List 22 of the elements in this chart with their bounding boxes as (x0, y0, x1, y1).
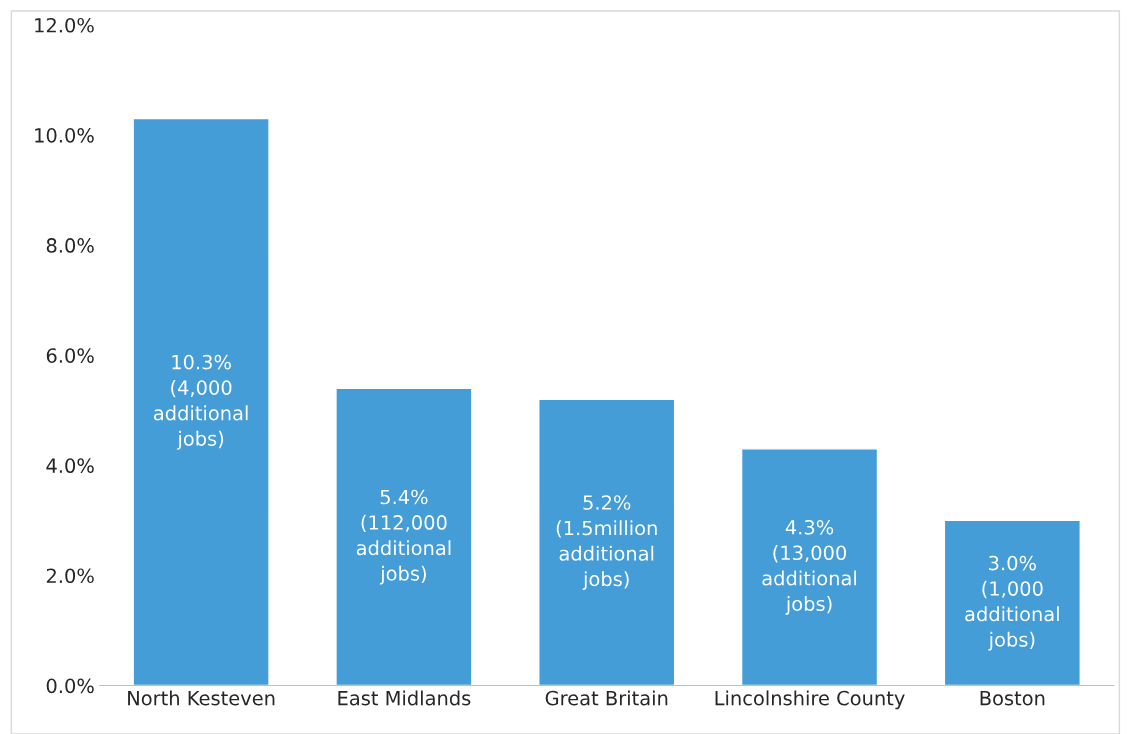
y-tick-label: 2.0% (46, 568, 94, 584)
y-tick-label: 6.0% (46, 348, 94, 363)
data-label: 4.3% (13,000 additional jobs) (762, 519, 856, 615)
bar (943, 519, 1081, 686)
y-tick-label: 10.0% (35, 128, 94, 143)
x-tick-label: East Midlands (338, 690, 471, 706)
data-label: 5.2% (1.5million additional jobs) (556, 495, 657, 591)
bar (132, 117, 270, 686)
data-label: 10.3% (4,000 additional jobs) (153, 354, 248, 450)
data-label: 5.4% (112,000 additional jobs) (356, 489, 451, 585)
y-tick-label: 4.0% (46, 458, 94, 474)
y-tick-label: 8.0% (46, 238, 94, 253)
y-tick-label: 12.0% (35, 17, 94, 33)
bar (335, 387, 473, 686)
bar (538, 398, 676, 686)
x-tick-label: North Kesteven (128, 690, 275, 706)
data-label: 3.0% (1,000 additional jobs) (965, 555, 1059, 651)
x-tick-label: Great Britain (545, 690, 668, 706)
x-tick-label: Boston (980, 691, 1045, 706)
x-tick-label: Lincolnshire County (715, 690, 905, 710)
bar (740, 448, 879, 686)
y-tick-label: 0.0% (46, 678, 94, 694)
